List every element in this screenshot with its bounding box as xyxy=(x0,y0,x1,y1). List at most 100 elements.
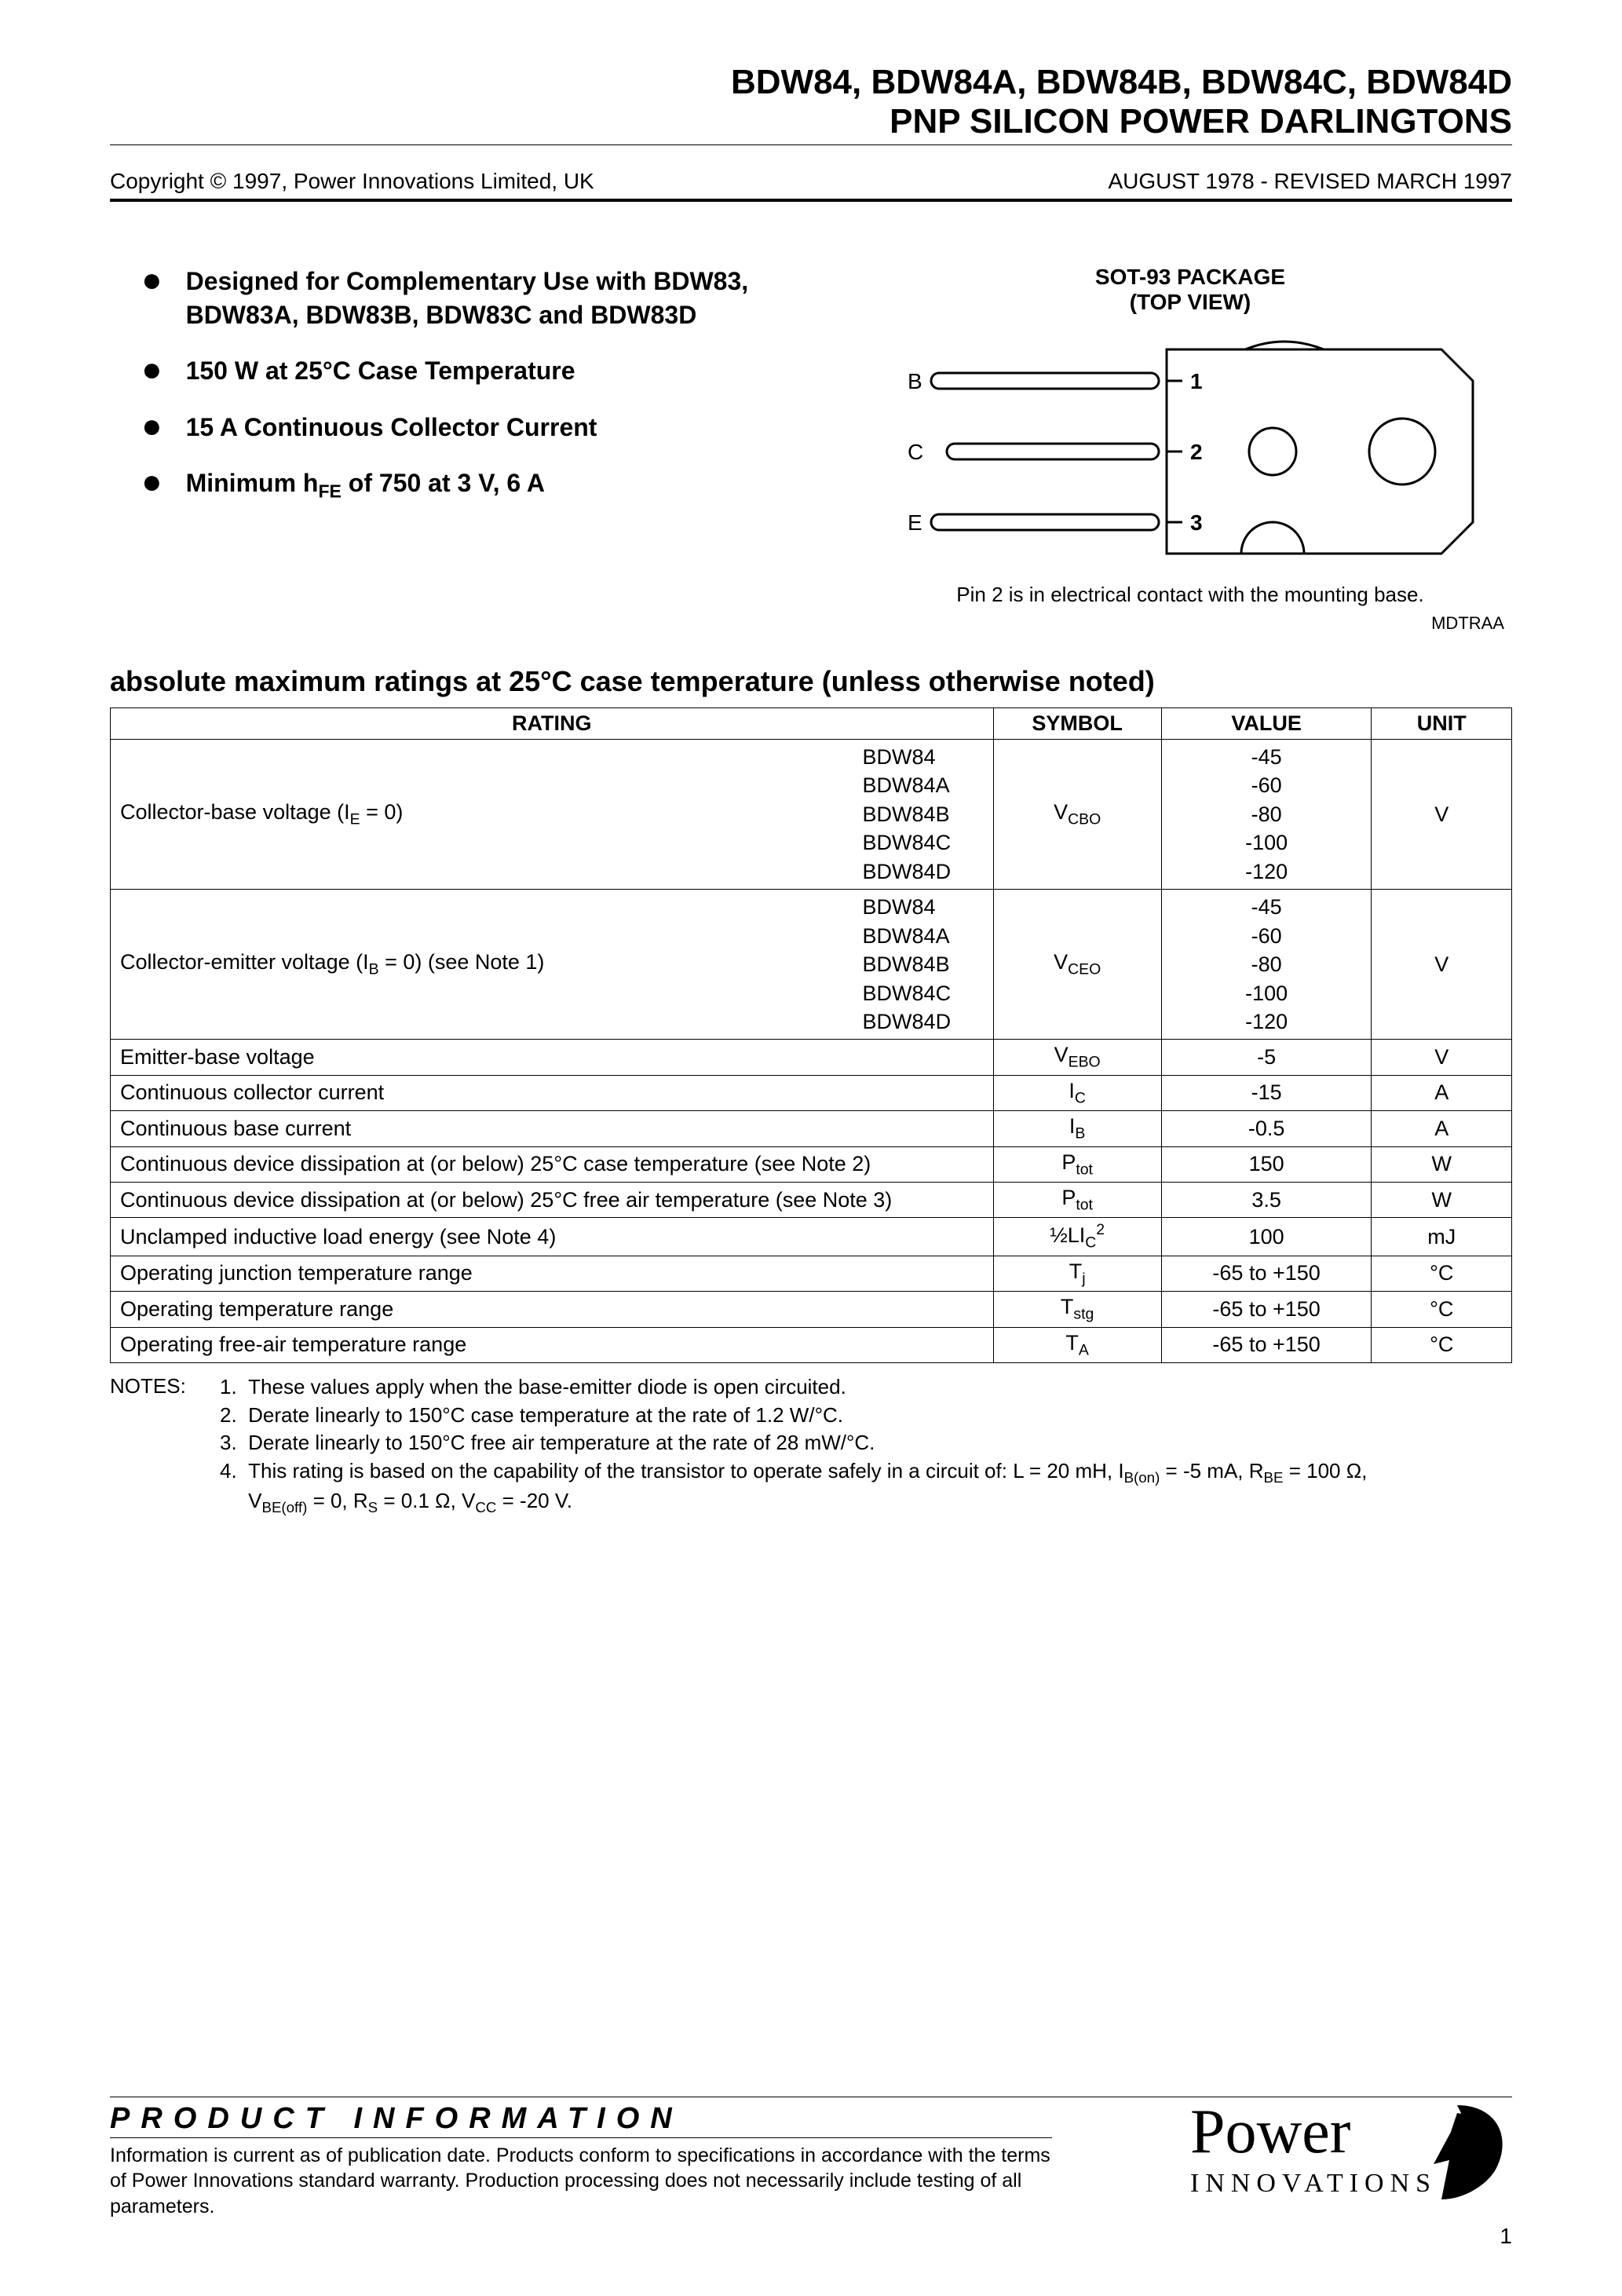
bullet-text: 15 A Continuous Collector Current xyxy=(186,411,597,444)
pin-num-2: 2 xyxy=(1190,440,1203,464)
bullet-icon: ● xyxy=(141,466,163,504)
package-code: MDTRAA xyxy=(868,613,1512,634)
bullet-text: 150 W at 25°C Case Temperature xyxy=(186,354,575,388)
cell-symbol: Tstg xyxy=(993,1292,1161,1327)
table-row: Continuous device dissipation at (or bel… xyxy=(111,1146,1512,1182)
cell-rating: Collector-emitter voltage (IB = 0) (see … xyxy=(111,890,853,1040)
pin-label-b: B xyxy=(908,369,922,393)
note-item: 4. This rating is based on the capabilit… xyxy=(220,1458,1367,1517)
package-diagram-column: SOT-93 PACKAGE (TOP VIEW) xyxy=(868,265,1512,634)
dateline-text: AUGUST 1978 - REVISED MARCH 1997 xyxy=(1108,169,1512,194)
cell-value: 150 xyxy=(1161,1146,1372,1182)
note-item: 1. These values apply when the base-emit… xyxy=(220,1374,1367,1401)
table-row: Operating junction temperature range Tj … xyxy=(111,1256,1512,1291)
header-row: Copyright © 1997, Power Innovations Limi… xyxy=(110,169,1512,194)
cell-value: 100 xyxy=(1161,1218,1372,1256)
bullet-item: ● 150 W at 25°C Case Temperature xyxy=(141,354,837,388)
bullet-icon: ● xyxy=(141,354,163,388)
cell-symbol: TA xyxy=(993,1327,1161,1362)
th-value: VALUE xyxy=(1161,708,1372,740)
note-item: 3. Derate linearly to 150°C free air tem… xyxy=(220,1430,1367,1457)
table-row: Emitter-base voltage VEBO -5 V xyxy=(111,1040,1512,1075)
title-line-1: BDW84, BDW84A, BDW84B, BDW84C, BDW84D xyxy=(110,63,1512,102)
pin-label-c: C xyxy=(908,440,923,464)
th-symbol: SYMBOL xyxy=(993,708,1161,740)
section-heading: absolute maximum ratings at 25°C case te… xyxy=(110,665,1512,698)
cell-value: 3.5 xyxy=(1161,1182,1372,1217)
pin-num-1: 1 xyxy=(1190,369,1203,393)
datasheet-page: BDW84, BDW84A, BDW84B, BDW84C, BDW84D PN… xyxy=(0,0,1622,2296)
title-block: BDW84, BDW84A, BDW84B, BDW84C, BDW84D PN… xyxy=(110,63,1512,141)
cell-unit: V xyxy=(1372,1040,1512,1075)
package-note: Pin 2 is in electrical contact with the … xyxy=(868,583,1512,607)
divider xyxy=(110,2137,1052,2138)
cell-unit: °C xyxy=(1372,1327,1512,1362)
table-row: Continuous device dissipation at (or bel… xyxy=(111,1182,1512,1217)
cell-rating: Continuous device dissipation at (or bel… xyxy=(111,1182,994,1217)
cell-value: -65 to +150 xyxy=(1161,1256,1372,1291)
cell-variants: BDW84 BDW84A BDW84B BDW84C BDW84D xyxy=(853,740,994,890)
cell-rating: Continuous collector current xyxy=(111,1075,994,1110)
cell-value: -5 xyxy=(1161,1040,1372,1075)
cell-value: -65 to +150 xyxy=(1161,1292,1372,1327)
logo-icon: Power INNOVATIONS xyxy=(1182,2097,1512,2215)
table-row: Operating free-air temperature range TA … xyxy=(111,1327,1512,1362)
cell-symbol: IB xyxy=(993,1111,1161,1146)
ratings-table: RATING SYMBOL VALUE UNIT Collector-base … xyxy=(110,707,1512,1363)
cell-value: -15 xyxy=(1161,1075,1372,1110)
bullet-item: ● 15 A Continuous Collector Current xyxy=(141,411,837,444)
cell-unit: V xyxy=(1372,740,1512,890)
cell-rating: Operating free-air temperature range xyxy=(111,1327,994,1362)
feature-bullets: ● Designed for Complementary Use with BD… xyxy=(110,265,868,634)
svg-text:Power: Power xyxy=(1190,2097,1350,2166)
cell-symbol: VEBO xyxy=(993,1040,1161,1075)
cell-rating: Emitter-base voltage xyxy=(111,1040,994,1075)
bullet-icon: ● xyxy=(141,265,163,332)
notes-label: NOTES: xyxy=(110,1374,220,1519)
middle-section: ● Designed for Complementary Use with BD… xyxy=(110,265,1512,634)
svg-text:INNOVATIONS: INNOVATIONS xyxy=(1190,2169,1437,2198)
th-rating: RATING xyxy=(111,708,994,740)
product-info-text: Information is current as of publication… xyxy=(110,2143,1052,2220)
th-unit: UNIT xyxy=(1372,708,1512,740)
note-item: 2. Derate linearly to 150°C case tempera… xyxy=(220,1402,1367,1429)
package-title-1: SOT-93 PACKAGE xyxy=(868,265,1512,290)
pin-label-e: E xyxy=(908,510,922,535)
bullet-text: Designed for Complementary Use with BDW8… xyxy=(186,265,837,332)
cell-symbol: VCBO xyxy=(993,740,1161,890)
cell-symbol: IC xyxy=(993,1075,1161,1110)
product-info-title: PRODUCT INFORMATION xyxy=(110,2102,1052,2136)
table-header-row: RATING SYMBOL VALUE UNIT xyxy=(111,708,1512,740)
table-row: Continuous base current IB -0.5 A xyxy=(111,1111,1512,1146)
cell-symbol: Ptot xyxy=(993,1182,1161,1217)
cell-values: -45 -60 -80 -100 -120 xyxy=(1161,890,1372,1040)
cell-rating: Continuous device dissipation at (or bel… xyxy=(111,1146,994,1182)
product-info-block: PRODUCT INFORMATION Information is curre… xyxy=(110,2102,1052,2220)
cell-value: -65 to +150 xyxy=(1161,1327,1372,1362)
cell-rating: Continuous base current xyxy=(111,1111,994,1146)
page-number: 1 xyxy=(110,2224,1512,2249)
cell-unit: W xyxy=(1372,1146,1512,1182)
package-diagram-icon: B C E 1 2 3 xyxy=(892,326,1489,569)
table-row: Collector-emitter voltage (IB = 0) (see … xyxy=(111,890,1512,1040)
cell-values: -45 -60 -80 -100 -120 xyxy=(1161,740,1372,890)
cell-value: -0.5 xyxy=(1161,1111,1372,1146)
notes-block: NOTES: 1. These values apply when the ba… xyxy=(110,1374,1512,1519)
pin-num-3: 3 xyxy=(1190,510,1203,535)
cell-symbol: VCEO xyxy=(993,890,1161,1040)
cell-unit: °C xyxy=(1372,1292,1512,1327)
package-title-2: (TOP VIEW) xyxy=(868,290,1512,315)
bullet-item: ● Designed for Complementary Use with BD… xyxy=(141,265,837,332)
bullet-item: ● Minimum hFE of 750 at 3 V, 6 A xyxy=(141,466,837,504)
cell-rating: Operating junction temperature range xyxy=(111,1256,994,1291)
cell-symbol: Tj xyxy=(993,1256,1161,1291)
cell-unit: A xyxy=(1372,1075,1512,1110)
cell-rating: Operating temperature range xyxy=(111,1292,994,1327)
table-row: Collector-base voltage (IE = 0) BDW84 BD… xyxy=(111,740,1512,890)
cell-rating: Unclamped inductive load energy (see Not… xyxy=(111,1218,994,1256)
divider-thick xyxy=(110,199,1512,202)
table-row: Operating temperature range Tstg -65 to … xyxy=(111,1292,1512,1327)
cell-unit: °C xyxy=(1372,1256,1512,1291)
footer: PRODUCT INFORMATION Information is curre… xyxy=(110,2090,1512,2249)
cell-unit: A xyxy=(1372,1111,1512,1146)
